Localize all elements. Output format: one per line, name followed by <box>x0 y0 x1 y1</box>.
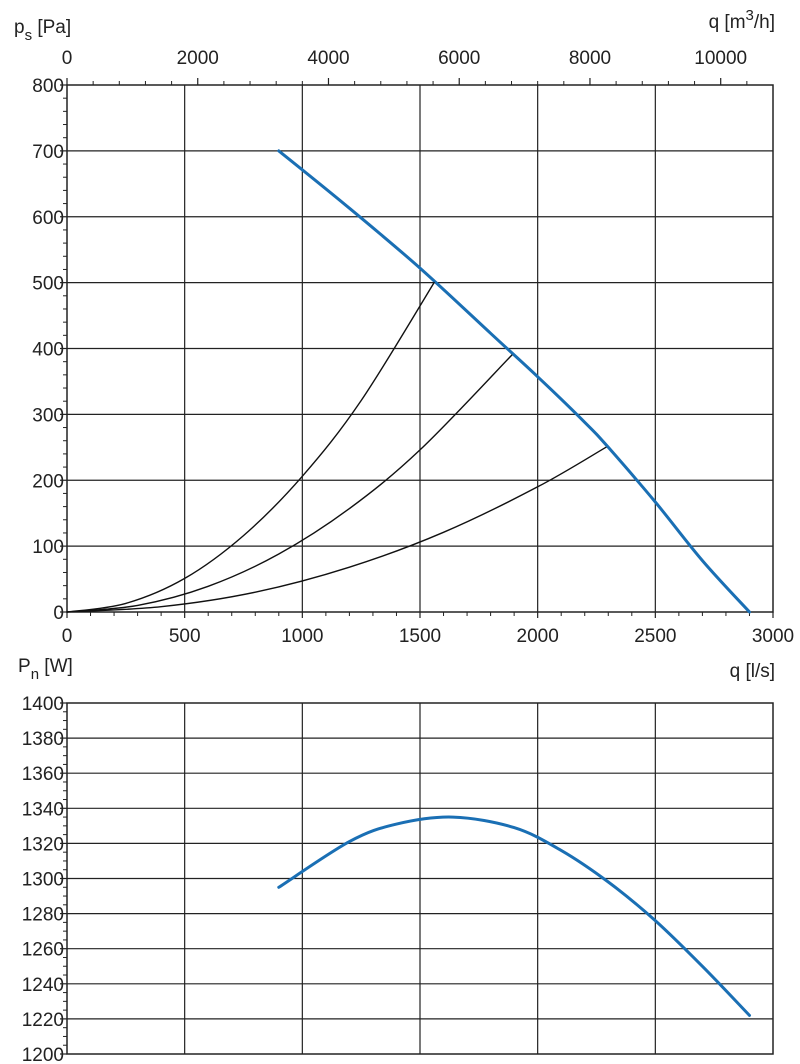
y-tick-label: 600 <box>32 208 64 229</box>
x-tick-label: 2500 <box>634 626 676 647</box>
y-tick-label: 400 <box>32 340 64 361</box>
power-curve-line <box>277 815 751 1017</box>
x-tick-label: 500 <box>169 626 201 647</box>
power-y-axis-label: Pn [W] <box>18 656 73 683</box>
pressure-x2-axis-label: q [m3/h] <box>709 7 775 33</box>
y-tick-label: 800 <box>32 76 64 97</box>
x-tick-label: 0 <box>62 626 73 647</box>
x-tick-label: 2000 <box>517 626 559 647</box>
y-tick-label: 1200 <box>22 1045 64 1064</box>
power-series <box>277 815 751 1017</box>
power-tick-marks <box>60 702 67 1055</box>
y-tick-label: 200 <box>32 471 64 492</box>
y-tick-label: 1260 <box>22 940 64 961</box>
x2-tick-label: 8000 <box>569 48 611 69</box>
x2-tick-label: 6000 <box>438 48 480 69</box>
x-tick-label: 1500 <box>399 626 441 647</box>
y-tick-label: 100 <box>32 537 64 558</box>
y-tick-label: 1300 <box>22 870 64 891</box>
x2-tick-label: 4000 <box>307 48 349 69</box>
y-tick-label: 1240 <box>22 975 64 996</box>
fan-curve-line <box>277 149 751 614</box>
pressure-gridlines <box>67 85 773 612</box>
y-tick-label: 1400 <box>22 694 64 715</box>
system-curve-line <box>66 281 435 613</box>
x-tick-label: 3000 <box>752 626 794 647</box>
power-chart: 1200 1220 1240 1260 1280 1300 1320 1340 1360 1380… <box>18 656 774 1064</box>
pressure-series <box>66 149 751 614</box>
y-tick-label: 300 <box>32 405 64 426</box>
y-tick-label: 1320 <box>22 834 64 855</box>
system-curve-line <box>66 446 607 613</box>
y-tick-label: 700 <box>32 142 64 163</box>
y-tick-label: 1280 <box>22 905 64 926</box>
pressure-x-axis-label: q [l/s] <box>730 661 775 682</box>
x2-tick-label: 10000 <box>694 48 747 69</box>
pressure-y-axis-label: ps [Pa] <box>14 17 71 44</box>
x2-tick-label: 2000 <box>177 48 219 69</box>
y-tick-label: 0 <box>53 603 64 624</box>
y-tick-label: 500 <box>32 274 64 295</box>
y-tick-label: 1220 <box>22 1010 64 1031</box>
x2-tick-label: 0 <box>62 48 73 69</box>
x-tick-label: 1000 <box>281 626 323 647</box>
y-tick-label: 1380 <box>22 729 64 750</box>
system-curve-line <box>66 354 513 613</box>
y-tick-label: 1340 <box>22 799 64 820</box>
y-tick-label: 1360 <box>22 764 64 785</box>
power-tick-labels: 1200 1220 1240 1260 1280 1300 1320 1340 1360 1380… <box>22 694 64 1064</box>
power-gridlines <box>67 703 773 1054</box>
